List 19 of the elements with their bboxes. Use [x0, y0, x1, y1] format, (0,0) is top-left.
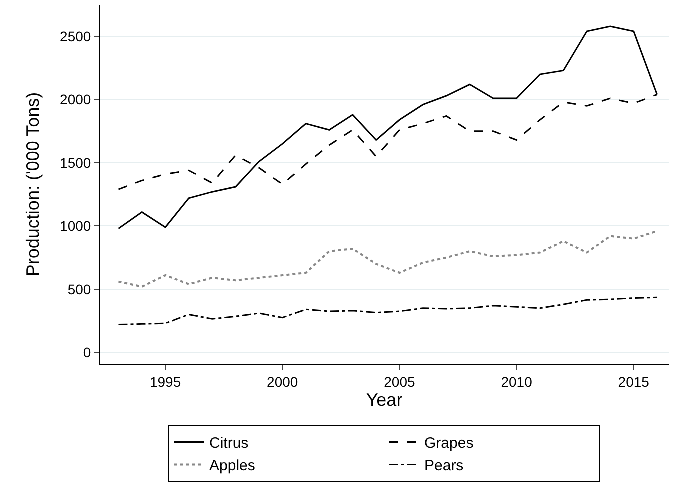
x-axis-title: Year — [366, 390, 403, 410]
y-tick-label: 0 — [83, 344, 92, 361]
x-tick-label: 2010 — [501, 374, 533, 390]
y-tick-label: 1500 — [60, 154, 92, 171]
y-tick-label: 500 — [68, 281, 92, 298]
line-series — [118, 296, 658, 326]
y-tick-label: 1000 — [60, 218, 92, 234]
legend-label: Pears — [424, 458, 464, 475]
x-tick-label: 2005 — [384, 374, 416, 390]
y-tick-label: 2500 — [60, 28, 92, 44]
legend-label: Citrus — [210, 435, 249, 452]
x-tick-label: 1995 — [150, 374, 182, 390]
legend-label: Grapes — [424, 435, 474, 452]
y-tick-label: 2000 — [60, 92, 92, 108]
line-series — [118, 230, 658, 288]
y-axis-title: Production: ('000 Tons) — [23, 92, 44, 277]
legend-label: Apples — [210, 458, 256, 475]
x-tick-label: 2015 — [618, 374, 650, 390]
x-tick-label: 2000 — [267, 374, 298, 390]
